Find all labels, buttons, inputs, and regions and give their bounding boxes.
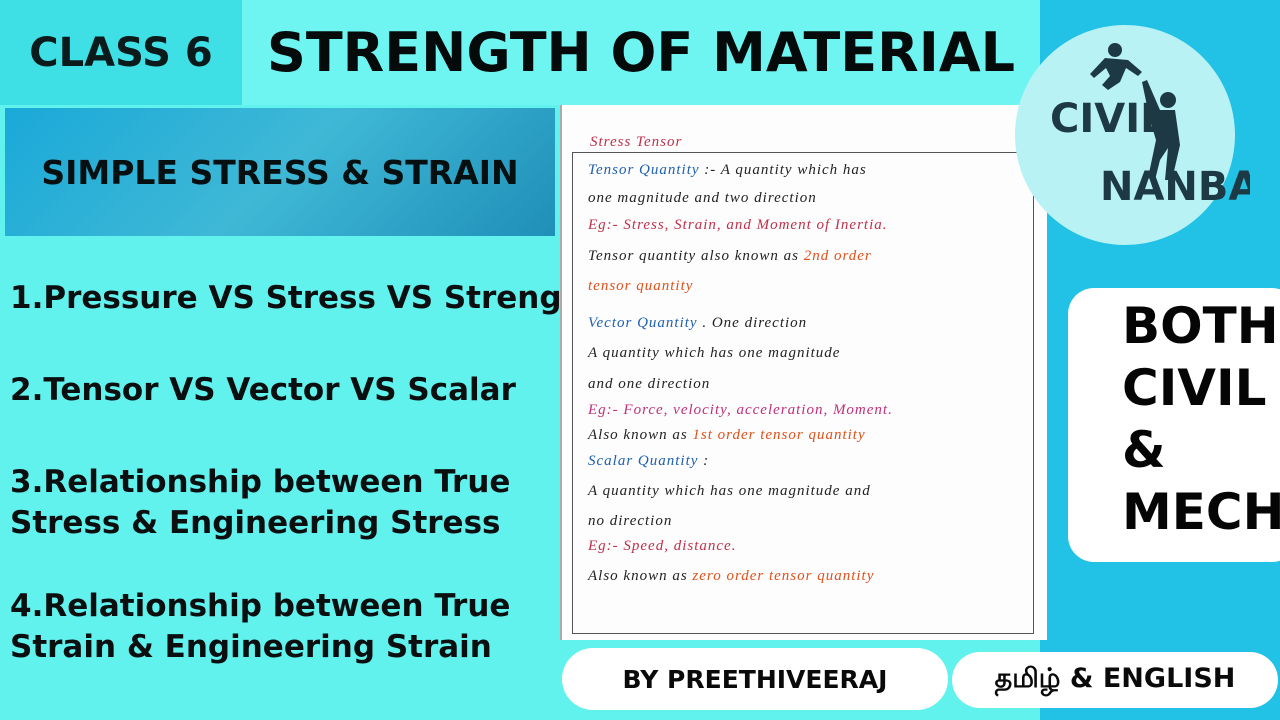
note-line: Also known as zero order tensor quantity [588, 568, 874, 585]
note-text: Eg:- Force, velocity, acceleration, Mome… [588, 402, 893, 418]
subtitle: SIMPLE STRESS & STRAIN [5, 108, 555, 236]
note-text: Stress Tensor [590, 134, 683, 150]
logo-figures [1090, 43, 1180, 180]
note-text: . One direction [697, 315, 808, 331]
note-text: A quantity which has one magnitude and [588, 483, 871, 499]
note-text: tensor quantity [588, 278, 694, 294]
note-text: 1st order tensor quantity [692, 427, 866, 443]
note-text: A quantity which has one magnitude [588, 345, 841, 361]
note-line: A quantity which has one magnitude and [588, 483, 871, 500]
note-line: Scalar Quantity : [588, 453, 709, 470]
note-line: Also known as 1st order tensor quantity [588, 427, 866, 444]
topic-line: 2.Tensor VS Vector VS Scalar [10, 372, 516, 408]
note-text: :- A quantity which has [699, 162, 867, 178]
topic-line: 4.Relationship between True [10, 588, 511, 624]
note-text: and one direction [588, 376, 711, 392]
logo-text: CIVIL [1050, 96, 1166, 142]
topic-line: Strain & Engineering Strain [10, 629, 492, 665]
logo-circle [1015, 25, 1235, 245]
topic: 2.Tensor VS Vector VS Scalar [10, 370, 516, 411]
note-line: and one direction [588, 376, 710, 393]
note-text: no direction [588, 513, 673, 529]
note-line: Eg:- Speed, distance. [588, 538, 736, 555]
note-text: Scalar Quantity [588, 453, 699, 469]
note-text: Vector Quantity [588, 315, 698, 331]
note-line: Tensor Quantity :- A quantity which has [588, 162, 867, 179]
note-text: Eg:- Stress, Strain, and Moment of Inert… [588, 217, 888, 233]
note-line: Eg:- Stress, Strain, and Moment of Inert… [588, 217, 888, 234]
note-line: Vector Quantity . One direction [588, 315, 807, 332]
badge-line: & [1122, 421, 1166, 479]
note-line: Stress Tensor [590, 134, 682, 151]
note-text: Eg:- Speed, distance. [588, 538, 737, 554]
topic: 4.Relationship between True Strain & Engi… [10, 586, 510, 668]
class-label: CLASS 6 [0, 0, 242, 105]
author: BY PREETHIVEERAJ [562, 648, 948, 710]
note-text: one magnitude and two direction [588, 190, 817, 206]
note-text: 2nd order [803, 248, 872, 264]
note-line: A quantity which has one magnitude [588, 345, 840, 362]
note-line: one magnitude and two direction [588, 190, 817, 207]
badge [1068, 288, 1280, 562]
topic: 3.Relationship between True Stress & Engi… [10, 462, 510, 544]
topic-line: 3.Relationship between True [10, 464, 511, 500]
notes-frame [572, 152, 1034, 634]
note-text: Also known as [588, 427, 693, 443]
badge-line: BOTH [1122, 297, 1279, 355]
note-text: : [698, 453, 710, 469]
note-line: no direction [588, 513, 672, 530]
note-text: Tensor quantity also known as [588, 248, 804, 264]
logo: CIVIL NANBA [1015, 25, 1250, 245]
topic: 1.Pressure VS Stress VS Strength [10, 278, 598, 319]
notes-paper [560, 105, 1047, 640]
logo-text: NANBA [1100, 164, 1250, 210]
note-text: Tensor Quantity [588, 162, 700, 178]
badge-line: MECH [1122, 483, 1280, 541]
note-line: Eg:- Force, velocity, acceleration, Mome… [588, 402, 893, 419]
topic-line: Stress & Engineering Stress [10, 505, 501, 541]
note-line: tensor quantity [588, 278, 693, 295]
topic-line: 1.Pressure VS Stress VS Strength [10, 280, 599, 316]
note-line: Tensor quantity also known as 2nd order [588, 248, 872, 265]
language: தமிழ் & ENGLISH [952, 652, 1278, 708]
title: STRENGTH OF MATERIAL [242, 0, 1040, 105]
note-text: zero order tensor quantity [692, 568, 875, 584]
note-text: Also known as [588, 568, 693, 584]
badge-line: CIVIL [1122, 359, 1267, 417]
